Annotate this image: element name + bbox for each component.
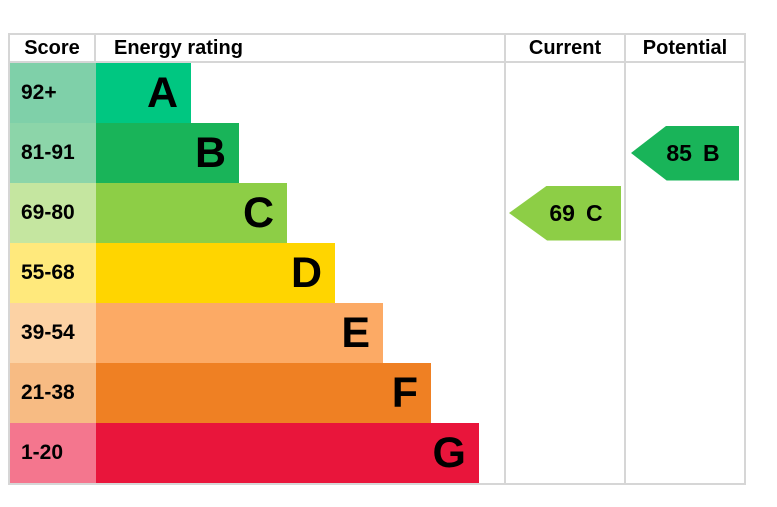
band-score-range: 92+ — [10, 63, 96, 123]
band-bar: C — [96, 183, 287, 243]
band-score-range: 21-38 — [10, 363, 96, 423]
potential-column-cell — [624, 183, 744, 243]
current-score: 69 — [549, 199, 575, 226]
potential-column-cell: 85 B — [624, 123, 744, 183]
band-bar-track: A — [96, 63, 504, 123]
potential-column-cell — [624, 303, 744, 363]
band-letter: C — [242, 188, 274, 237]
current-column-cell — [504, 123, 624, 183]
band-bar-track: D — [96, 243, 504, 303]
band-row-b: 81-91 B 85 B — [10, 123, 744, 183]
band-letter: G — [432, 428, 466, 477]
band-row-e: 39-54 E — [10, 303, 744, 363]
band-bar-track: F — [96, 363, 504, 423]
band-score-range: 81-91 — [10, 123, 96, 183]
band-score-range: 69-80 — [10, 183, 96, 243]
band-letter: F — [391, 368, 418, 417]
potential-band-letter: B — [702, 139, 720, 166]
band-letter: E — [341, 308, 370, 357]
band-letter: A — [146, 68, 178, 117]
band-bar: D — [96, 243, 335, 303]
energy-rating-column-header: Energy rating — [114, 36, 243, 59]
potential-score: 85 — [666, 139, 692, 166]
potential-column-cell — [624, 363, 744, 423]
band-bar-track: E — [96, 303, 504, 363]
table-header: Score Energy rating Current Potential — [10, 35, 744, 63]
band-row-f: 21-38 F — [10, 363, 744, 423]
band-bar: F — [96, 363, 431, 423]
score-column-header: Score — [10, 35, 96, 61]
current-column-cell: 69 C — [504, 183, 624, 243]
current-rating-arrow: 69 C — [509, 185, 621, 241]
current-column-header: Current — [504, 35, 624, 61]
current-column-cell — [504, 363, 624, 423]
band-bar: A — [96, 63, 191, 123]
band-bar-track: B — [96, 123, 504, 183]
band-score-range: 1-20 — [10, 423, 96, 483]
epc-table: Score Energy rating Current Potential 92… — [8, 33, 746, 485]
band-bar: G — [96, 423, 479, 483]
band-bar: B — [96, 123, 239, 183]
potential-column-cell — [624, 243, 744, 303]
current-column-cell — [504, 243, 624, 303]
band-letter: B — [194, 128, 226, 177]
band-bar-track: G — [96, 423, 504, 483]
band-row-c: 69-80 C 69 C — [10, 183, 744, 243]
band-score-range: 39-54 — [10, 303, 96, 363]
band-bar: E — [96, 303, 383, 363]
band-score-range: 55-68 — [10, 243, 96, 303]
current-column-cell — [504, 423, 624, 483]
band-letter: D — [290, 248, 322, 297]
band-row-a: 92+ A — [10, 63, 744, 123]
potential-column-cell — [624, 63, 744, 123]
current-column-cell — [504, 63, 624, 123]
band-bar-track: C — [96, 183, 504, 243]
current-column-cell — [504, 303, 624, 363]
potential-column-header: Potential — [624, 35, 744, 61]
current-band-letter: C — [585, 199, 603, 226]
band-row-g: 1-20 G — [10, 423, 744, 483]
potential-rating-arrow: 85 B — [631, 125, 739, 181]
potential-column-cell — [624, 423, 744, 483]
band-row-d: 55-68 D — [10, 243, 744, 303]
